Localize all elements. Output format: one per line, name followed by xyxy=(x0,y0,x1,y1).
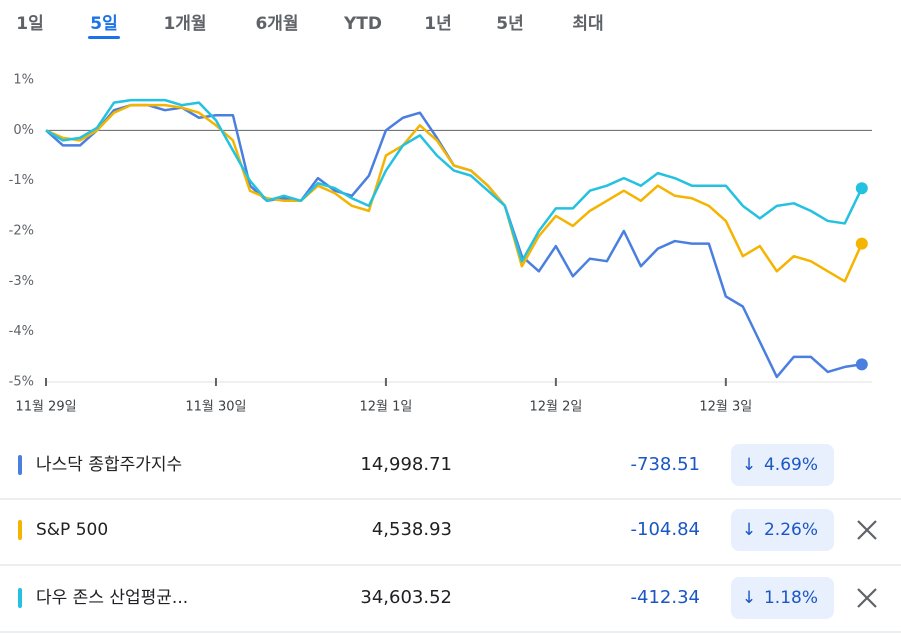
percent: 2.26% xyxy=(764,520,818,540)
change: -738.51 xyxy=(631,454,700,475)
x-tick-label: 12월 3일 xyxy=(699,400,752,415)
remove-button[interactable] xyxy=(857,588,877,608)
tab[interactable]: 5일 xyxy=(90,14,117,34)
down-arrow: ↓ xyxy=(742,520,756,540)
percent-pill xyxy=(731,509,834,551)
x-tick-label: 12월 2일 xyxy=(529,400,582,415)
x-tick-label: 11월 29일 xyxy=(15,400,76,415)
legend-swatch xyxy=(18,520,22,540)
y-tick-label: 0% xyxy=(13,123,34,138)
series-name: 나스닥 종합주가지수 xyxy=(36,455,182,475)
tab[interactable]: 1년 xyxy=(424,14,451,34)
tab[interactable]: 최대 xyxy=(572,14,603,34)
series-line xyxy=(45,103,862,379)
percent-pill xyxy=(731,577,834,619)
end-marker xyxy=(855,358,868,371)
y-tick-label: -1% xyxy=(9,173,34,188)
percent-pill xyxy=(731,444,834,486)
series-name: S&P 500 xyxy=(36,520,108,540)
change: -104.84 xyxy=(631,519,700,540)
end-marker xyxy=(855,237,868,250)
end-marker xyxy=(855,182,868,195)
y-tick-label: 1% xyxy=(13,73,34,88)
legend-swatch xyxy=(18,455,22,475)
y-tick-label: -2% xyxy=(9,224,34,239)
tab[interactable]: 1일 xyxy=(16,14,43,34)
tab[interactable]: 5년 xyxy=(496,14,523,34)
price: 14,998.71 xyxy=(360,454,452,475)
remove-button[interactable] xyxy=(857,520,877,540)
down-arrow: ↓ xyxy=(742,588,756,608)
series-name: 다우 존스 산업평균... xyxy=(36,588,188,608)
series-line xyxy=(45,98,863,263)
x-tick-label: 12월 1일 xyxy=(359,400,412,415)
down-arrow: ↓ xyxy=(742,455,756,475)
y-tick-label: -5% xyxy=(9,375,34,390)
price: 34,603.52 xyxy=(360,587,452,608)
tab[interactable]: 1개월 xyxy=(163,14,206,34)
percent: 4.69% xyxy=(764,455,818,475)
y-tick-label: -4% xyxy=(9,324,34,339)
change: -412.34 xyxy=(631,587,700,608)
series-line xyxy=(45,103,863,283)
tab-indicator xyxy=(88,36,120,39)
percent: 1.18% xyxy=(764,588,818,608)
price: 4,538.93 xyxy=(372,519,452,540)
legend-swatch xyxy=(18,588,22,608)
tab[interactable]: YTD xyxy=(343,14,382,34)
x-tick-label: 11월 30일 xyxy=(185,400,246,415)
tab[interactable]: 6개월 xyxy=(255,14,298,34)
y-tick-label: -3% xyxy=(9,274,34,289)
